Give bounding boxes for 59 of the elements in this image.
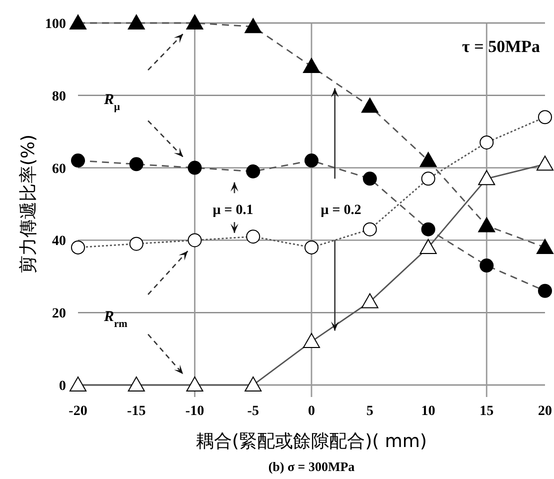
point: [244, 18, 262, 34]
point: [303, 58, 320, 73]
point: [188, 160, 202, 175]
text: (b) σ = 300MPa: [268, 459, 356, 474]
point: [480, 135, 494, 150]
y-tick-label: 40: [52, 234, 66, 250]
point: [246, 164, 260, 178]
x-tick-label: 15: [480, 404, 494, 419]
point: [480, 258, 494, 273]
point: [420, 152, 437, 168]
point: [70, 14, 86, 30]
annotation: μ = 0.2: [320, 203, 362, 218]
x-tick-label: 20: [538, 404, 552, 419]
point: [129, 236, 144, 251]
y-tick-label: 20: [52, 306, 66, 322]
point: [538, 110, 552, 124]
point: [478, 170, 496, 186]
point: [420, 238, 437, 254]
point: [536, 156, 554, 171]
point: [244, 376, 262, 392]
point: [188, 233, 202, 248]
annotation: R$_{μ}$: [103, 92, 120, 112]
point: [128, 14, 145, 30]
point: [421, 222, 436, 236]
x-tick-label: -10: [185, 404, 204, 419]
point: [246, 230, 260, 244]
y-axis-title: 剪力傳遞比率(%): [18, 134, 39, 274]
point: [536, 238, 554, 254]
point: [186, 376, 204, 392]
x-tick-label: 0: [308, 404, 315, 419]
point: [303, 333, 320, 348]
point: [362, 222, 377, 236]
point: [128, 376, 145, 392]
x-tick-label: -5: [247, 404, 259, 419]
point: [538, 284, 552, 298]
y-tick-label: 0: [59, 379, 66, 394]
point: [421, 172, 436, 186]
annotation: μ = 0.1: [212, 203, 254, 218]
y-tick-label: 60: [52, 162, 66, 177]
x-tick-label: 10: [421, 404, 436, 419]
x-tick-label: -20: [68, 404, 88, 419]
point: [362, 172, 377, 186]
point: [478, 217, 496, 232]
point: [70, 376, 86, 392]
point: [129, 157, 144, 172]
annotation: τ = 50MPa: [462, 37, 540, 56]
point: [186, 14, 204, 30]
point: [361, 293, 378, 308]
x-tick-label: 5: [366, 404, 374, 419]
point: [361, 98, 378, 113]
x-axis-title: 耦合(緊配或餘隙配合)( mm): [196, 431, 427, 452]
point: [304, 240, 318, 254]
x-tick-label: -15: [127, 404, 146, 419]
point: [304, 154, 318, 168]
point: [71, 240, 85, 254]
annotation: R$_{rm}$: [103, 309, 128, 330]
y-tick-label: 80: [52, 89, 66, 104]
y-tick-label: 100: [45, 17, 66, 32]
point: [71, 154, 85, 168]
